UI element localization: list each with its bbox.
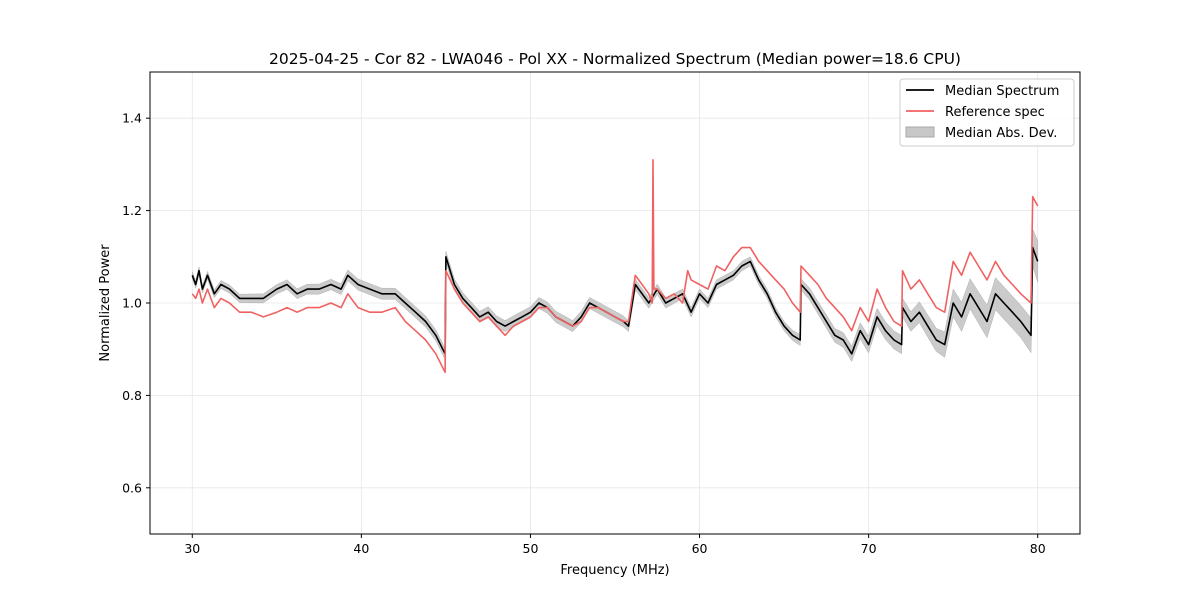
axis-ticks: 30 40 50 60 70 80 0.6 0.8 1.0 1.2 1.4 bbox=[122, 111, 1046, 556]
legend-label-mad: Median Abs. Dev. bbox=[945, 126, 1057, 141]
y-tick-label: 1.4 bbox=[122, 111, 142, 126]
x-axis-label: Frequency (MHz) bbox=[560, 563, 669, 578]
legend-swatch-mad bbox=[905, 126, 935, 138]
legend-box bbox=[899, 78, 1075, 147]
y-tick-label: 0.6 bbox=[122, 480, 142, 495]
y-tick-label: 1.2 bbox=[122, 203, 142, 218]
x-tick-label: 80 bbox=[1030, 541, 1046, 556]
x-tick-label: 40 bbox=[353, 541, 369, 556]
x-tick-label: 60 bbox=[692, 541, 708, 556]
reference-spectrum-line bbox=[191, 159, 1039, 374]
legend-label-reference: Reference spec bbox=[945, 105, 1045, 120]
y-tick-label: 1.0 bbox=[122, 296, 142, 311]
series-layer bbox=[191, 159, 1039, 374]
legend-label-median: Median Spectrum bbox=[945, 84, 1059, 99]
legend: Median Spectrum Reference spec Median Ab… bbox=[899, 78, 1075, 147]
y-tick-label: 0.8 bbox=[122, 388, 142, 403]
chart-title: 2025-04-25 - Cor 82 - LWA046 - Pol XX - … bbox=[269, 50, 961, 68]
x-tick-label: 50 bbox=[523, 541, 539, 556]
y-axis-label: Normalized Power bbox=[98, 244, 113, 362]
x-tick-label: 70 bbox=[861, 541, 877, 556]
x-tick-label: 30 bbox=[184, 541, 200, 556]
